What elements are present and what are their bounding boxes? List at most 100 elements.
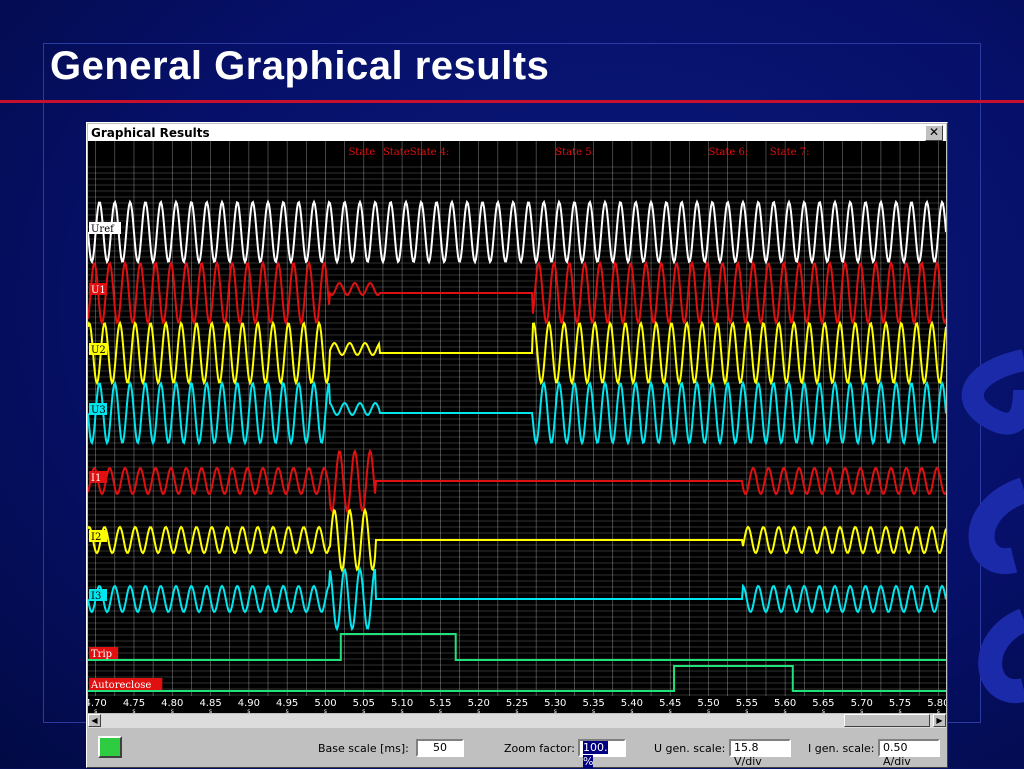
time-tick-label: 5.55 [736, 698, 758, 709]
binary-trip [88, 633, 946, 661]
status-bar: Base scale [ms]: 50 Zoom factor: 100. % … [88, 730, 946, 768]
waveform-plot: State State State 4: State 5: State 6: State … [88, 141, 946, 713]
i-scale-value[interactable]: 0.50 A/div [878, 739, 940, 768]
horizontal-scrollbar[interactable]: ◀ ▶ [88, 714, 946, 728]
time-tick-label: 5.10 [391, 698, 413, 709]
time-tick-unit: s [401, 708, 404, 713]
state-label: State [383, 147, 410, 158]
channel-label-u2: U2 [91, 345, 106, 356]
time-tick-label: 5.60 [774, 698, 796, 709]
time-tick-unit: s [592, 708, 595, 713]
slide-title: General Graphical results [50, 44, 550, 88]
channel-label-u3: U3 [91, 405, 106, 416]
channel-label-bg [89, 222, 121, 234]
channel-label-bg [89, 471, 107, 483]
waveform-i2 [88, 507, 946, 573]
time-tick-label: 5.15 [429, 698, 451, 709]
time-tick-label: 5.80 [927, 698, 946, 709]
time-axis-bg [88, 696, 946, 713]
channel-label-bg [89, 589, 107, 601]
i-scale-label: I gen. scale: [808, 742, 875, 755]
scroll-thumb[interactable] [844, 714, 930, 727]
u-scale-label: U gen. scale: [654, 742, 726, 755]
time-tick-unit: s [209, 708, 212, 713]
state-label: State 7: [770, 147, 810, 158]
time-tick-unit: s [669, 708, 672, 713]
time-tick-unit: s [247, 708, 250, 713]
binary-label-bg [89, 647, 119, 659]
time-tick-unit: s [515, 708, 518, 713]
state-label: State 6: [709, 147, 749, 158]
time-tick-label: 4.70 [88, 698, 107, 709]
waveform-u2 [88, 320, 946, 386]
time-tick-unit: s [937, 708, 940, 713]
time-tick-label: 5.50 [697, 698, 719, 709]
channel-label-i2: I2 [91, 532, 101, 543]
waveform-i3 [88, 566, 946, 632]
channel-label-uref: Uref [91, 224, 115, 235]
time-tick-unit: s [630, 708, 633, 713]
time-tick-label: 5.30 [544, 698, 566, 709]
status-indicator-icon[interactable] [98, 736, 122, 758]
time-tick-label: 4.85 [199, 698, 221, 709]
scroll-left-icon[interactable]: ◀ [88, 714, 101, 727]
state-label: State 4: [410, 147, 450, 158]
time-tick-label: 5.70 [851, 698, 873, 709]
base-scale-label: Base scale [ms]: [318, 742, 409, 755]
time-tick-label: 4.90 [238, 698, 260, 709]
state-label: State 5: [555, 147, 595, 158]
decorative-swirl [961, 349, 1024, 704]
channel-label-bg [89, 530, 107, 542]
zoom-factor-label: Zoom factor: [504, 742, 575, 755]
time-tick-unit: s [132, 708, 135, 713]
time-tick-label: 5.40 [621, 698, 643, 709]
time-tick-unit: s [745, 708, 748, 713]
time-tick-label: 4.75 [123, 698, 145, 709]
waveform-uref [88, 199, 946, 265]
scroll-right-icon[interactable]: ▶ [933, 714, 946, 727]
channel-label-i1: I1 [91, 473, 101, 484]
binary-label-trip: Trip [91, 649, 112, 660]
time-tick-unit: s [784, 708, 787, 713]
time-tick-label: 5.20 [468, 698, 490, 709]
time-tick-label: 4.95 [276, 698, 298, 709]
time-tick-unit: s [171, 708, 174, 713]
time-tick-label: 5.25 [506, 698, 528, 709]
binary-autoreclose [88, 665, 946, 692]
time-tick-label: 5.00 [314, 698, 336, 709]
time-tick-unit: s [707, 708, 710, 713]
time-tick-unit: s [554, 708, 557, 713]
time-tick-unit: s [860, 708, 863, 713]
waveform-u1 [88, 260, 946, 326]
time-tick-label: 5.05 [353, 698, 375, 709]
window-titlebar[interactable]: Graphical Results ✕ [88, 124, 946, 142]
channel-label-bg [89, 403, 107, 415]
channel-label-i3: I3 [91, 591, 101, 602]
state-label: State [348, 147, 375, 158]
waveform-i1 [88, 448, 946, 514]
zoom-factor-value: 100. % [583, 741, 608, 768]
time-tick-label: 5.35 [582, 698, 604, 709]
base-scale-input[interactable]: 50 [416, 739, 464, 757]
binary-label-autoreclose: Autoreclose [90, 680, 151, 691]
binary-label-bg [89, 678, 163, 690]
window-title: Graphical Results [91, 126, 210, 140]
channel-label-bg [89, 283, 107, 295]
time-tick-label: 4.80 [161, 698, 183, 709]
time-tick-label: 5.65 [812, 698, 834, 709]
time-tick-unit: s [898, 708, 901, 713]
channel-label-u1: U1 [91, 285, 106, 296]
time-tick-unit: s [822, 708, 825, 713]
close-icon[interactable]: ✕ [925, 125, 943, 141]
time-tick-unit: s [477, 708, 480, 713]
time-tick-unit: s [439, 708, 442, 713]
time-tick-unit: s [362, 708, 365, 713]
zoom-factor-input[interactable]: 100. % [578, 739, 626, 768]
u-scale-value[interactable]: 15.8 V/div [729, 739, 791, 768]
channel-label-bg [89, 343, 107, 355]
waveform-u3 [88, 380, 946, 446]
time-tick-unit: s [324, 708, 327, 713]
title-underline [0, 100, 1024, 103]
time-tick-unit: s [94, 708, 97, 713]
time-tick-unit: s [286, 708, 289, 713]
